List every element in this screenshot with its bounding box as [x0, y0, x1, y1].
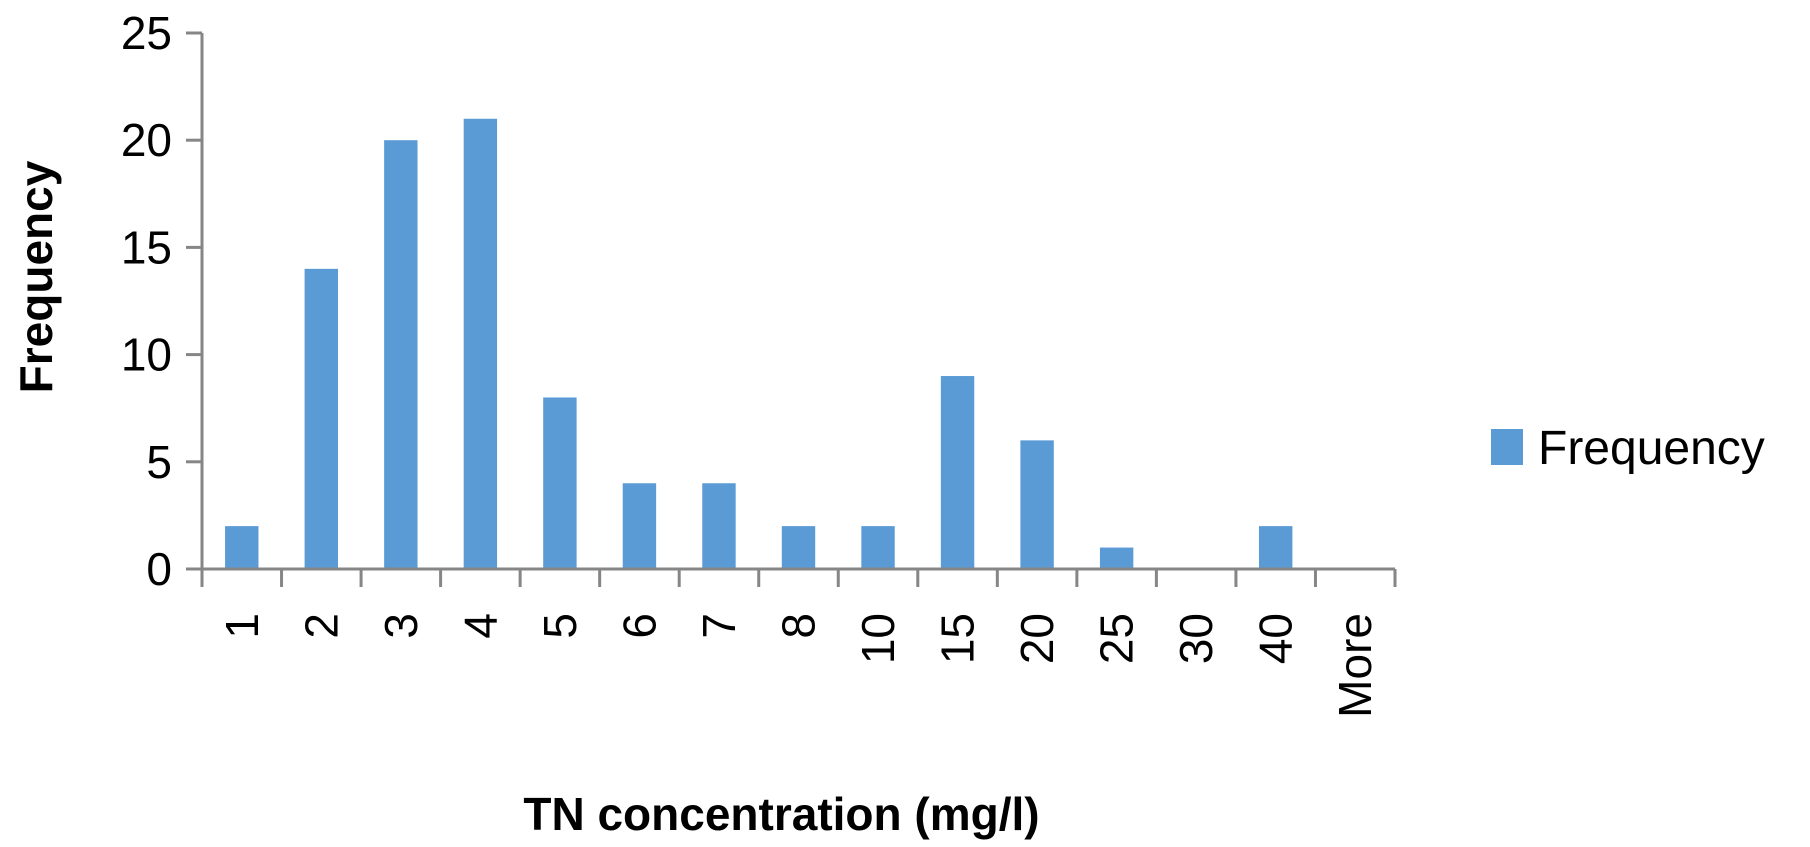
bar-2 [304, 268, 339, 569]
x-tick-label: 8 [773, 613, 825, 639]
bar-7 [702, 483, 736, 569]
bar-40 [1258, 526, 1293, 569]
x-tick-label: 6 [613, 613, 665, 639]
bar-25 [1099, 547, 1134, 569]
x-tick-label: 15 [932, 613, 984, 664]
bar-4 [463, 118, 498, 569]
y-tick-label: 10 [121, 329, 172, 381]
x-tick-label: 40 [1250, 613, 1302, 664]
x-tick-label: More [1329, 613, 1381, 718]
y-tick-label: 0 [146, 543, 172, 595]
bar-5 [543, 397, 577, 569]
bar-6 [622, 483, 657, 569]
bar-20 [1020, 440, 1054, 569]
bar-15 [940, 376, 975, 569]
x-tick-label: 7 [693, 613, 745, 639]
legend-label: Frequency [1538, 422, 1765, 475]
x-tick-label: 2 [295, 613, 347, 639]
x-tick-label: 3 [375, 613, 427, 639]
x-tick-label: 10 [852, 613, 904, 664]
bar-10 [861, 526, 895, 569]
plot-area [225, 118, 1293, 569]
x-tick-label: 5 [534, 613, 586, 639]
x-axis-ticks: 1 2 3 4 5 6 7 8 10 15 20 25 30 40 More [200, 569, 1397, 718]
x-tick-label: 30 [1170, 613, 1222, 664]
x-axis-title: TN concentration (mg/l) [523, 788, 1039, 840]
y-axis-ticks: 0 5 10 15 20 25 [121, 7, 202, 595]
y-tick-label: 25 [121, 7, 172, 59]
y-tick-label: 15 [121, 221, 172, 273]
y-tick-label: 5 [146, 436, 172, 488]
legend: Frequency [1491, 422, 1765, 475]
x-tick-label: 20 [1011, 613, 1063, 664]
bar-1 [225, 526, 259, 569]
y-axis-title: Frequency [10, 160, 62, 393]
y-tick-label: 20 [121, 114, 172, 166]
x-tick-label: 25 [1091, 613, 1143, 664]
bar-3 [384, 140, 418, 569]
legend-swatch [1491, 429, 1523, 465]
bar-8 [781, 526, 816, 569]
x-tick-label: 1 [216, 613, 268, 639]
x-tick-label: 4 [454, 613, 506, 639]
